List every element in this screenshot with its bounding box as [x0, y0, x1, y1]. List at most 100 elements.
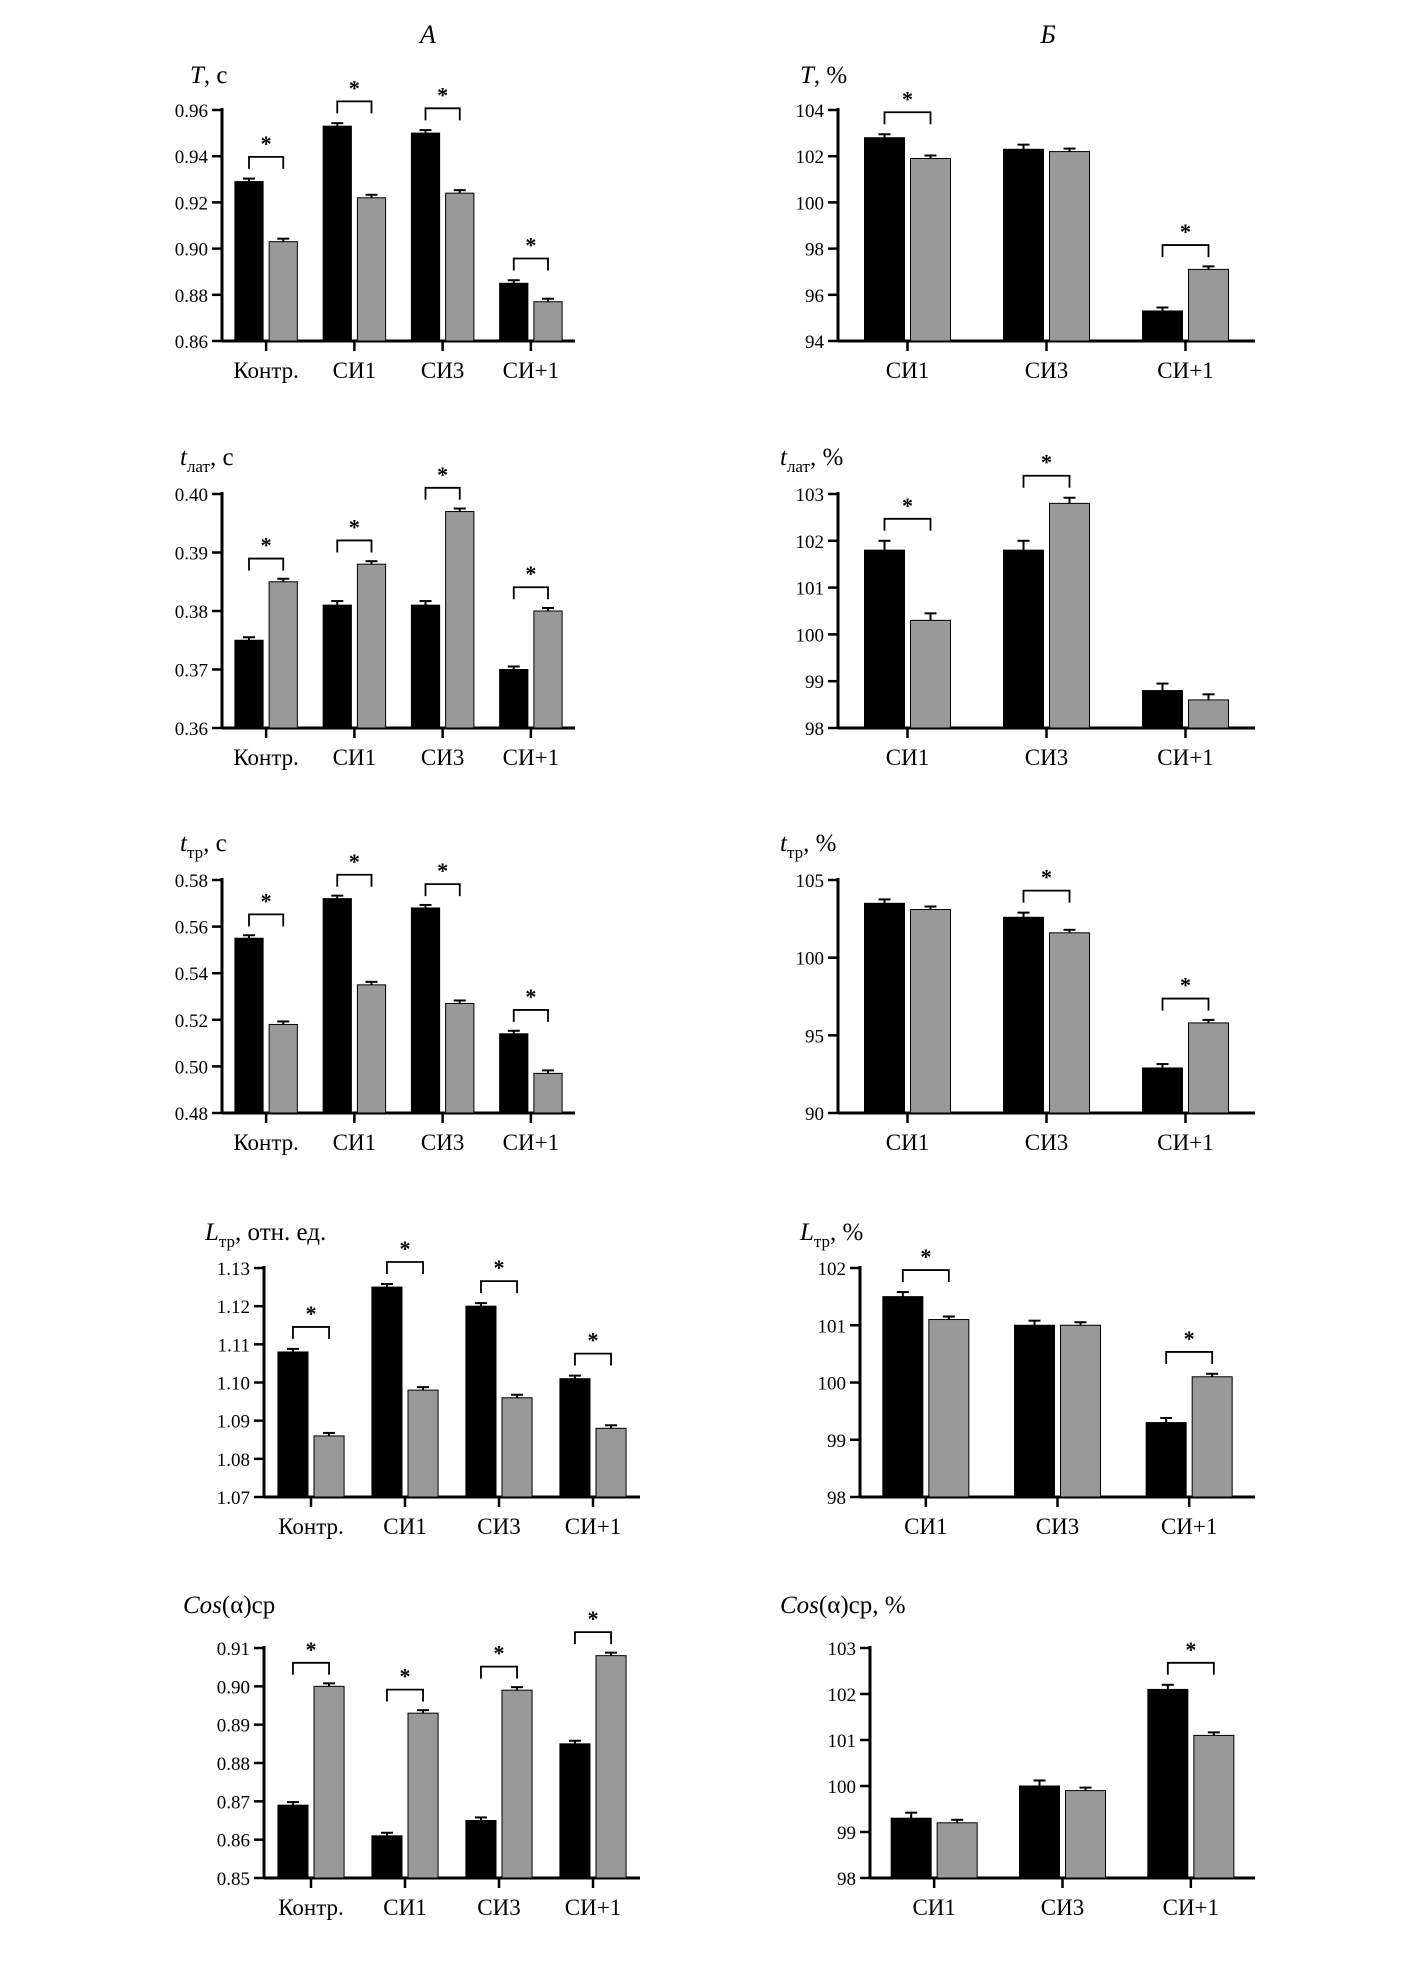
y-tick-label: 99	[805, 672, 824, 693]
y-tick-label: 1.11	[217, 1335, 250, 1356]
significance-bracket	[424, 107, 461, 121]
bar-a	[499, 282, 529, 342]
y-tick-label: 0.90	[175, 240, 208, 261]
significance-bracket	[292, 1661, 330, 1675]
x-tick-label: СИ1	[333, 745, 376, 770]
x-tick-label: СИ1	[886, 1130, 929, 1155]
significance-star: *	[437, 858, 448, 883]
y-tick-label: 1.09	[217, 1412, 250, 1433]
bar-a	[277, 1351, 309, 1498]
x-tick-label: СИ3	[477, 1514, 520, 1539]
bar-b	[1193, 1734, 1235, 1879]
significance-bracket	[248, 155, 285, 169]
y-tick-label: 103	[828, 1639, 857, 1660]
significance-bracket	[336, 100, 373, 114]
significance-star: *	[261, 888, 272, 913]
bar-a	[410, 604, 441, 729]
bar-a	[559, 1743, 591, 1879]
significance-bracket	[336, 539, 373, 553]
x-tick-label: Контр.	[278, 1895, 344, 1920]
chart-title: tтр, %	[780, 830, 836, 862]
y-tick-label: 0.89	[217, 1716, 250, 1737]
y-tick-label: 104	[796, 101, 825, 122]
column-header-a: А	[418, 20, 436, 49]
chart-panel-1: T, с 0.86 0.88 0.90 0.92 0.94 0.96 Контр. * СИ1 * С…	[175, 62, 575, 383]
y-tick-label: 1.12	[217, 1297, 250, 1318]
significance-bracket	[883, 111, 932, 125]
chart-title: tлат, %	[780, 444, 843, 476]
x-tick-label: СИ+1	[1157, 1130, 1213, 1155]
bar-a	[499, 669, 529, 729]
significance-star: *	[400, 1236, 411, 1261]
bar-a	[234, 937, 264, 1114]
chart-title: tтр, с	[180, 830, 227, 862]
bar-b	[936, 1822, 978, 1879]
y-tick-label: 100	[828, 1777, 857, 1798]
significance-bracket	[574, 1352, 612, 1366]
significance-star: *	[902, 86, 913, 111]
chart-title: Cos(α)ср, %	[780, 1592, 906, 1619]
bar-b	[445, 511, 475, 729]
bar-b	[533, 1072, 563, 1114]
bar-a	[559, 1378, 591, 1498]
significance-bracket	[480, 1665, 518, 1679]
x-tick-label: СИ1	[333, 358, 376, 383]
bar-a	[277, 1804, 309, 1879]
significance-star: *	[525, 561, 536, 586]
bar-b	[910, 619, 951, 729]
x-tick-label: СИ+1	[565, 1895, 621, 1920]
bar-b	[356, 563, 387, 729]
significance-star: *	[1180, 219, 1191, 244]
y-tick-label: 102	[828, 1685, 857, 1706]
y-tick-label: 103	[796, 485, 825, 506]
y-tick-label: 101	[828, 1731, 857, 1752]
chart-panel-9: Cos(α)ср 0.85 0.86 0.87 0.88 0.89 0.90 0.91 Конт…	[183, 1592, 640, 1920]
bar-b	[533, 610, 563, 729]
chart-title: tлат, с	[180, 444, 234, 476]
bar-a	[1142, 690, 1183, 729]
chart-title: Lтр, %	[799, 1219, 863, 1251]
significance-star: *	[261, 131, 272, 156]
significance-bracket	[386, 1688, 424, 1702]
x-tick-label: СИ+1	[503, 1130, 559, 1155]
chart-title: T, %	[800, 62, 847, 89]
x-tick-label: СИ+1	[503, 745, 559, 770]
y-tick-label: 94	[805, 332, 825, 353]
significance-star: *	[349, 514, 360, 539]
significance-bracket	[1165, 1351, 1214, 1364]
significance-bracket	[1161, 244, 1210, 258]
significance-bracket	[574, 1631, 612, 1645]
bar-b	[1065, 1790, 1106, 1879]
bar-a	[1003, 916, 1044, 1114]
x-tick-label: СИ1	[886, 358, 929, 383]
significance-star: *	[437, 462, 448, 487]
x-tick-label: СИ3	[477, 1895, 520, 1920]
y-tick-label: 102	[796, 147, 825, 168]
y-tick-label: 0.39	[175, 544, 208, 565]
chart-panel-6: tтр, % 90 95 100 105 СИ1 СИ3 * СИ+1 *	[780, 830, 1255, 1155]
significance-star: *	[494, 1641, 505, 1666]
y-tick-label: 95	[805, 1026, 824, 1047]
x-tick-label: СИ+1	[1161, 1514, 1217, 1539]
bar-b	[445, 1002, 475, 1114]
bar-b	[1188, 1022, 1229, 1114]
y-tick-label: 0.54	[175, 964, 209, 985]
y-tick-label: 1.08	[217, 1450, 250, 1471]
x-tick-label: Контр.	[233, 358, 299, 383]
bar-a	[322, 898, 352, 1114]
bar-b	[1049, 932, 1090, 1114]
x-tick-label: Контр.	[233, 745, 299, 770]
bar-b	[445, 192, 475, 342]
column-header-b: Б	[1039, 20, 1055, 49]
bar-a	[1003, 148, 1044, 342]
y-tick-label: 0.38	[175, 602, 208, 623]
significance-bracket	[386, 1261, 424, 1275]
y-tick-label: 101	[818, 1316, 847, 1337]
y-tick-label: 1.13	[217, 1259, 250, 1280]
bar-a	[864, 549, 905, 729]
significance-bracket	[1022, 889, 1071, 903]
bar-a	[1142, 310, 1183, 342]
y-tick-label: 0.87	[217, 1792, 250, 1813]
bar-a	[1019, 1785, 1060, 1879]
bar-b	[1049, 502, 1090, 729]
